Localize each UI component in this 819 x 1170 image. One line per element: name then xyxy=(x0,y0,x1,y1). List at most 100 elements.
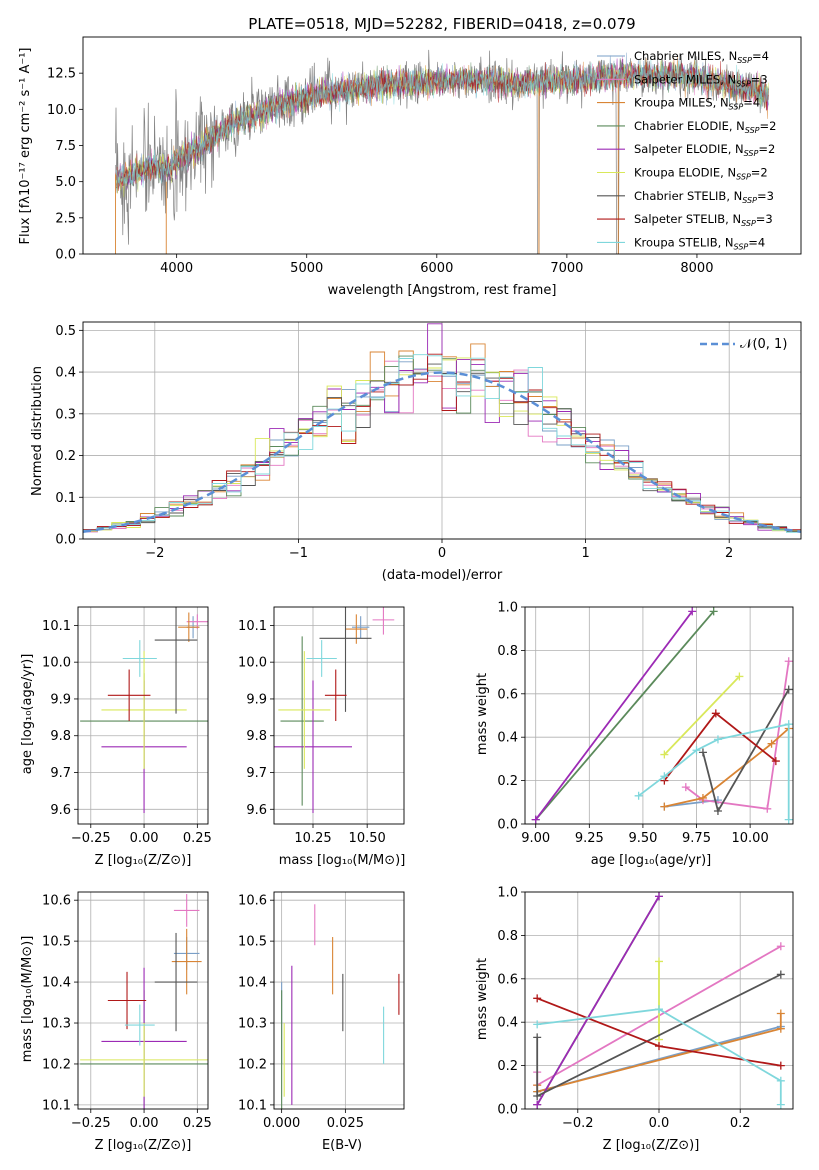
weight-vs-Z-y-tick-label: 1.0 xyxy=(497,886,518,901)
mass-weight-line xyxy=(685,661,790,810)
mass-vs-ebv-x-tick-label: 0.025 xyxy=(327,1116,364,1131)
residuals-frame xyxy=(82,321,802,540)
residuals-y-tick-label: 0.4 xyxy=(55,366,76,381)
age-vs-Z-errorbars xyxy=(80,607,208,813)
mass-weight-marker xyxy=(776,1076,785,1085)
mass-vs-ebv-errorbars xyxy=(281,904,400,1109)
residuals-y-tick-label: 0.3 xyxy=(55,407,76,422)
mass-weight-marker xyxy=(533,1091,542,1100)
mass-vs-Z-x-tick-label: 0.25 xyxy=(183,1116,212,1131)
age-vs-Z-frame xyxy=(77,606,209,825)
residuals-x-tick-label: 2 xyxy=(725,546,733,561)
weight-vs-Z-lines xyxy=(533,892,785,1109)
mass-weight-marker xyxy=(713,735,722,744)
mass-weight-marker xyxy=(698,748,707,757)
spectrum-x-tick-label: 8000 xyxy=(680,261,713,276)
age-vs-Z-x-tick-label: 0.25 xyxy=(183,831,212,846)
age-vs-Z-y-tick-label: 9.9 xyxy=(50,692,71,707)
weight-vs-Z-x-tick-label: 0.2 xyxy=(730,1116,751,1131)
weight-vs-age-x-tick-label: 9.25 xyxy=(575,831,604,846)
mass-weight-line xyxy=(536,895,660,1106)
spectrum-frame xyxy=(82,36,802,255)
mass-vs-ebv-y-tick-label: 10.2 xyxy=(238,1057,267,1072)
gaussian-legend-label: 𝒩(0, 1) xyxy=(740,337,787,352)
spectrum-ylabel: Flux [fλ10⁻¹⁷ erg cm⁻² s⁻¹ A⁻¹] xyxy=(18,48,33,245)
weight-vs-age-y-tick-label: 0.6 xyxy=(497,687,518,702)
mass-weight-marker xyxy=(533,1020,542,1029)
age-vs-mass-y-tick-label: 9.9 xyxy=(246,692,267,707)
mass-weight-marker xyxy=(531,815,540,824)
mass-weight-marker xyxy=(533,1033,542,1042)
mass-weight-line xyxy=(535,610,715,821)
spectrum-y-tick-label: 10.0 xyxy=(47,103,76,118)
spectrum-xlabel: wavelength [Angstrom, rest frame] xyxy=(328,283,557,298)
mass-weight-marker xyxy=(776,970,785,979)
spectrum-y-tick-label: 0.0 xyxy=(55,248,76,263)
mass-vs-Z-axes: −0.25 0.00 0.25 10.1 10.2 10.3 10.4 10.5 10.6 xyxy=(42,892,212,1131)
age-vs-mass-frame xyxy=(273,606,405,825)
residual-histograms xyxy=(83,323,801,539)
mass-weight-marker xyxy=(784,685,793,694)
weight-vs-Z-x-tick-label: −0.2 xyxy=(562,1116,594,1131)
age-vs-Z-y-tick-label: 10.1 xyxy=(42,619,71,634)
legend-label: Chabrier MILES, NSSP=4 xyxy=(634,49,769,65)
mass-weight-marker xyxy=(713,806,722,815)
residuals-y-tick-label: 0.1 xyxy=(55,491,76,506)
mass-weight-marker xyxy=(771,757,780,766)
weight-vs-age-x-tick-label: 9.50 xyxy=(628,831,657,846)
age-vs-Z-axes: −0.25 0.00 0.25 9.6 9.7 9.8 9.9 10.0 10.1 xyxy=(42,607,212,846)
mass-weight-marker xyxy=(776,1061,785,1070)
spectrum-y-tick-label: 12.5 xyxy=(47,67,76,82)
residuals-ylabel: Normed distribution xyxy=(30,366,45,496)
weight-vs-Z-y-tick-label: 0.0 xyxy=(497,1103,518,1118)
mass-weight-marker xyxy=(533,1100,542,1109)
residuals-y-tick-label: 0.0 xyxy=(55,533,76,548)
weight-vs-Z-frame xyxy=(524,891,794,1110)
spectrum-x-tick-label: 6000 xyxy=(420,261,453,276)
age-vs-mass-y-tick-label: 9.6 xyxy=(246,803,267,818)
mass-vs-Z-y-tick-label: 10.5 xyxy=(42,935,71,950)
mass-weight-line xyxy=(537,1008,782,1105)
mass-weight-marker xyxy=(776,1024,785,1033)
age-vs-Z-y-tick-label: 9.7 xyxy=(50,766,71,781)
mass-vs-ebv-y-tick-label: 10.5 xyxy=(238,935,267,950)
mass-weight-marker xyxy=(660,802,669,811)
mass-weight-marker xyxy=(655,892,663,901)
mass-weight-marker xyxy=(634,791,643,800)
mass-weight-marker xyxy=(784,657,793,666)
age-vs-Z-x-tick-label: 0.00 xyxy=(130,831,159,846)
mass-weight-marker xyxy=(709,607,718,616)
weight-vs-age-y-tick-label: 0.8 xyxy=(497,644,518,659)
mass-vs-ebv-y-tick-label: 10.1 xyxy=(238,1098,267,1113)
mass-weight-marker xyxy=(711,709,720,718)
weight-vs-Z-x-tick-label: 0.0 xyxy=(649,1116,670,1131)
mass-weight-marker xyxy=(763,804,772,813)
weight-vs-Z-y-tick-label: 0.4 xyxy=(497,1016,518,1031)
weight-vs-age-x-tick-label: 9.75 xyxy=(682,831,711,846)
spectrum-y-tick-label: 7.5 xyxy=(55,139,76,154)
weight-vs-age-axes: 9.00 9.25 9.50 9.75 10.00 0.0 0.2 0.4 0.6 0.8 1.0 xyxy=(497,601,793,846)
mass-weight-marker xyxy=(776,942,785,951)
mass-vs-Z-x-tick-label: −0.25 xyxy=(71,1116,111,1131)
mass-weight-marker xyxy=(776,1100,785,1109)
mass-weight-line xyxy=(663,675,741,756)
mass-weight-marker xyxy=(660,750,669,759)
mass-weight-marker xyxy=(784,720,793,729)
mass-vs-Z-x-tick-label: 0.00 xyxy=(130,1116,159,1131)
mass-vs-ebv-axes: 0.000 0.025 10.1 10.2 10.3 10.4 10.5 10.6 xyxy=(238,892,404,1131)
legend-label: Chabrier ELODIE, NSSP=2 xyxy=(634,119,776,135)
agemass-xlabel: mass [log₁₀(M/M⊙)] xyxy=(279,853,406,868)
age-vs-mass-y-tick-label: 10.1 xyxy=(238,619,267,634)
legend-label: Salpeter STELIB, NSSP=3 xyxy=(634,212,773,228)
mass-weight-line xyxy=(638,723,790,820)
weight-vs-age-x-tick-label: 10.00 xyxy=(732,831,769,846)
legend-label: Kroupa STELIB, NSSP=4 xyxy=(634,235,765,251)
spectrum-x-tick-label: 5000 xyxy=(290,261,323,276)
spectrum-y-tick-label: 2.5 xyxy=(55,211,76,226)
spectrum-title: PLATE=0518, MJD=52282, FIBERID=0418, z=0… xyxy=(248,15,635,33)
mass-vs-ebv-y-tick-label: 10.3 xyxy=(238,1017,267,1032)
legend-label: Chabrier STELIB, NSSP=3 xyxy=(634,189,774,205)
agez-xlabel: Z [log₁₀(Z/Z⊙)] xyxy=(95,853,192,868)
age-vs-mass-y-tick-label: 9.7 xyxy=(246,766,267,781)
